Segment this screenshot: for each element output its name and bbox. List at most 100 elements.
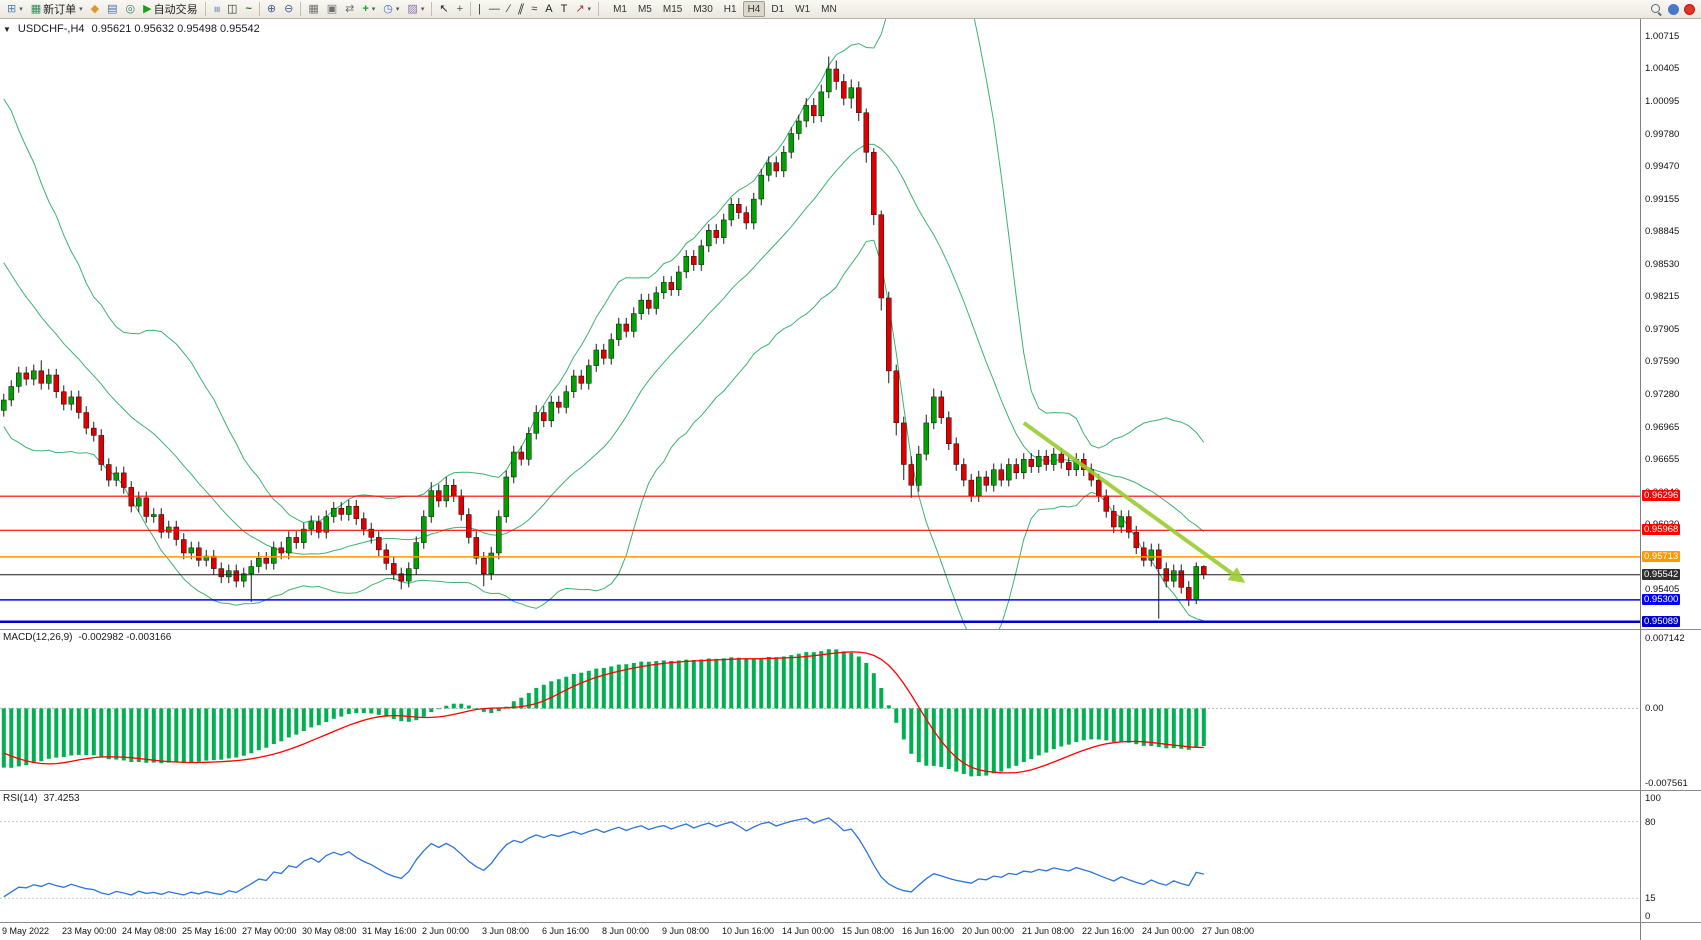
- bar-chart-icon[interactable]: ≡: [209, 1, 223, 18]
- timeframe-m30[interactable]: M30: [693, 4, 713, 15]
- time-label: 3 Jun 08:00: [482, 926, 530, 936]
- auto-trading-icon: ▶: [143, 2, 152, 15]
- symbol-period-label: USDCHF-,H4: [17, 23, 85, 35]
- label-icon: T: [560, 2, 568, 15]
- price-tick: 0.99470: [1645, 160, 1680, 172]
- zoom-out-icon: ⊖: [284, 2, 294, 15]
- price-badge: 0.95968: [1642, 524, 1681, 536]
- data-window-icon[interactable]: ▤: [103, 1, 121, 18]
- timeframe-w1[interactable]: W1: [795, 4, 811, 15]
- arrange-windows-icon: ⇄: [345, 2, 355, 15]
- zoom-in-icon[interactable]: ⊕: [263, 1, 280, 18]
- trendline-icon: ∕: [507, 2, 510, 15]
- search-icon[interactable]: [1650, 3, 1663, 16]
- arrows-icon: ↗: [575, 2, 585, 15]
- market-watch-icon: ◆: [90, 2, 100, 15]
- trendline-icon[interactable]: ∕: [504, 1, 514, 18]
- time-label: 16 Jun 16:00: [902, 926, 955, 936]
- crosshair-icon: +: [456, 2, 463, 15]
- vertical-line-icon[interactable]: |: [474, 1, 485, 18]
- toolbar-separator: [598, 2, 600, 16]
- text-icon: A: [545, 2, 553, 15]
- price-axis[interactable]: 1.00715 1.00405 1.00095 0.99780 0.99470 0.991…: [1640, 19, 1701, 629]
- fibonacci-icon: ≈: [531, 2, 538, 15]
- rsi-chart[interactable]: [0, 791, 1640, 923]
- time-label: 9 May 2022: [2, 926, 50, 936]
- price-badge: 0.95089: [1642, 615, 1681, 627]
- timeframe-m1[interactable]: M1: [613, 4, 627, 15]
- price-tick: 1.00715: [1645, 31, 1680, 43]
- text-icon[interactable]: A: [541, 1, 556, 18]
- price-badge: 0.95542: [1642, 568, 1681, 580]
- macd-label: MACD(12,26,9): [3, 632, 73, 643]
- rsi-axis-label: 80: [1645, 816, 1656, 828]
- auto-trading-button[interactable]: ▶ 自动交易: [139, 1, 201, 18]
- arrange-windows-icon[interactable]: ⇄: [341, 1, 358, 18]
- macd-panel[interactable]: MACD(12,26,9) -0.002982 -0.003166 0.0071…: [0, 629, 1701, 790]
- market-watch-icon[interactable]: ◆: [87, 1, 103, 18]
- tile-windows-icon[interactable]: ▦: [304, 1, 322, 18]
- templates-icon: ▨: [407, 2, 418, 15]
- rsi-label-row: RSI(14) 37.4253: [3, 793, 80, 804]
- time-label: 25 May 16:00: [182, 926, 237, 936]
- indicators-icon[interactable]: + ▾: [358, 1, 379, 18]
- cursor-icon[interactable]: ↖: [435, 1, 452, 18]
- fibonacci-icon[interactable]: ≈: [527, 1, 541, 18]
- macd-chart[interactable]: [0, 630, 1640, 791]
- crosshair-icon[interactable]: +: [453, 1, 467, 18]
- cascade-windows-icon: ▣: [326, 2, 338, 15]
- price-tick: 0.97590: [1645, 356, 1680, 368]
- time-label: 24 May 08:00: [122, 926, 177, 936]
- new-chart-icon: ⊞: [7, 2, 17, 15]
- notification-dot-icon[interactable]: [1668, 3, 1679, 15]
- timeframe-h4[interactable]: H4: [742, 1, 766, 17]
- candlestick-chart-icon[interactable]: ◫: [223, 1, 241, 18]
- price-tick: 0.98845: [1645, 225, 1680, 237]
- templates-icon[interactable]: ▨ ▾: [403, 1, 428, 18]
- channel-icon: ∥: [515, 2, 526, 15]
- arrows-icon[interactable]: ↗ ▾: [571, 1, 595, 18]
- navigator-icon[interactable]: ◎: [122, 1, 140, 18]
- main-chart-area[interactable]: ▼ USDCHF-,H4 0.95621 0.95632 0.95498 0.9…: [0, 19, 1640, 629]
- cascade-windows-icon[interactable]: ▣: [323, 1, 341, 18]
- toolbar-right: [1650, 3, 1698, 16]
- macd-values: -0.002982 -0.003166: [78, 632, 172, 643]
- channel-icon[interactable]: ∥: [514, 1, 528, 18]
- candlestick-chart[interactable]: [0, 19, 1640, 629]
- price-tick: 0.97905: [1645, 323, 1680, 335]
- new-order-label: 新订单: [43, 4, 77, 16]
- time-label: 15 Jun 08:00: [842, 926, 895, 936]
- timeframe-d1[interactable]: D1: [771, 4, 785, 15]
- rsi-axis-label: 15: [1645, 893, 1656, 905]
- caret-down-icon: ▾: [395, 6, 400, 13]
- price-badge: 0.95713: [1642, 550, 1681, 562]
- price-tick: 0.96965: [1645, 421, 1680, 433]
- symbol-info: ▼ USDCHF-,H4 0.95621 0.95632 0.95498 0.9…: [3, 23, 260, 35]
- zoom-out-icon[interactable]: ⊖: [280, 1, 297, 18]
- rsi-panel[interactable]: RSI(14) 37.4253 100 80 15 0: [0, 790, 1701, 922]
- timeframe-m15[interactable]: M15: [662, 4, 683, 15]
- new-chart-icon[interactable]: ⊞ ▾: [3, 1, 27, 18]
- new-order-button[interactable]: ▦ 新订单 ▾: [27, 1, 87, 18]
- price-tick: 1.00405: [1645, 63, 1680, 75]
- rsi-axis-label: 0: [1645, 911, 1651, 922]
- timeframe-mn[interactable]: MN: [821, 4, 837, 15]
- time-axis[interactable]: 9 May 2022 23 May 00:00 24 May 08:00 25 May…: [0, 922, 1701, 940]
- zoom-in-icon: ⊕: [266, 2, 277, 15]
- timeframe-m5[interactable]: M5: [637, 4, 652, 15]
- price-tick: 0.97280: [1645, 388, 1680, 400]
- time-label: 31 May 16:00: [362, 926, 417, 936]
- symbol-dropdown-icon[interactable]: ▼: [3, 24, 11, 34]
- label-icon[interactable]: T: [557, 1, 572, 18]
- time-label: 20 Jun 00:00: [962, 926, 1015, 936]
- toolbar-separator: [300, 2, 302, 16]
- toolbar-buttons: ⊞ ▾ ▦ 新订单 ▾ ◆ ▤ ◎ ▶ 自动交易 ≡ ◫ ~ ⊕ ⊖ ▦ ▣ ⇄ + ▾ ◷ ▾ ▨ ▾ ↖ + | — ∕ ∥ ≈ A T ↗ ▾: [3, 0, 602, 18]
- notification-badge-icon[interactable]: [1684, 3, 1695, 15]
- timeframe-h1[interactable]: H1: [723, 4, 737, 15]
- price-tick: 0.98215: [1645, 291, 1680, 303]
- tile-windows-icon: ▦: [308, 2, 319, 15]
- macd-label-row: MACD(12,26,9) -0.002982 -0.003166: [3, 632, 171, 643]
- periods-icon[interactable]: ◷ ▾: [379, 1, 403, 18]
- horizontal-line-icon[interactable]: —: [485, 1, 504, 18]
- line-chart-icon[interactable]: ~: [241, 1, 255, 18]
